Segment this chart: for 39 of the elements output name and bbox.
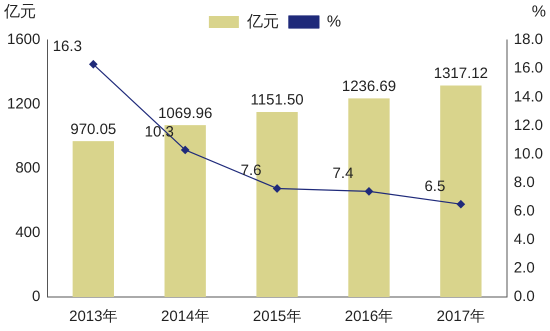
y-tick-label: 0 (32, 288, 40, 306)
data-label: 1151.50 (250, 92, 304, 109)
x-tick-label: 2015年 (252, 308, 302, 326)
x-tick-label: 2013年 (69, 308, 118, 326)
bar (72, 141, 114, 297)
data-label: 1317.12 (434, 65, 488, 82)
y-axis-title: 亿元 (3, 3, 36, 20)
data-label: 6.5 (424, 178, 446, 195)
y2-tick-label: 16.0 (514, 60, 544, 77)
legend-label: % (326, 13, 342, 30)
y2-tick-label: 12.0 (514, 116, 544, 134)
data-label: 7.4 (332, 164, 354, 182)
y2-tick-label: 4.0 (514, 231, 535, 248)
legend-label: 亿元 (246, 13, 279, 30)
y-tick-label: 1600 (6, 31, 40, 48)
y2-tick-label: 8.0 (514, 174, 535, 191)
y2-axis-title: % (532, 3, 546, 20)
y2-tick-label: 2.0 (514, 260, 535, 277)
y-tick-label: 800 (15, 160, 40, 177)
data-label: 1236.69 (342, 78, 396, 95)
data-label: 7.6 (240, 162, 262, 180)
point (181, 146, 190, 154)
y2-tick-label: 14.0 (514, 88, 544, 106)
x-tick-label: 2017年 (436, 308, 486, 326)
data-label: 1069.96 (158, 104, 212, 122)
data-label: 16.3 (52, 38, 82, 55)
y-tick-label: 1200 (6, 95, 40, 112)
data-label: 970.05 (70, 120, 116, 138)
x-tick-label: 2016年 (344, 308, 394, 326)
y2-tick-label: 10.0 (514, 145, 544, 162)
point (272, 184, 282, 193)
point (456, 200, 465, 208)
y2-tick-label: 0.0 (514, 288, 535, 306)
y2-tick-label: 18.0 (514, 31, 544, 48)
point (364, 187, 374, 196)
x-tick-label: 2014年 (161, 308, 210, 326)
y2-tick-label: 6.0 (514, 202, 535, 220)
point (89, 60, 98, 68)
y-tick-label: 400 (15, 224, 40, 241)
